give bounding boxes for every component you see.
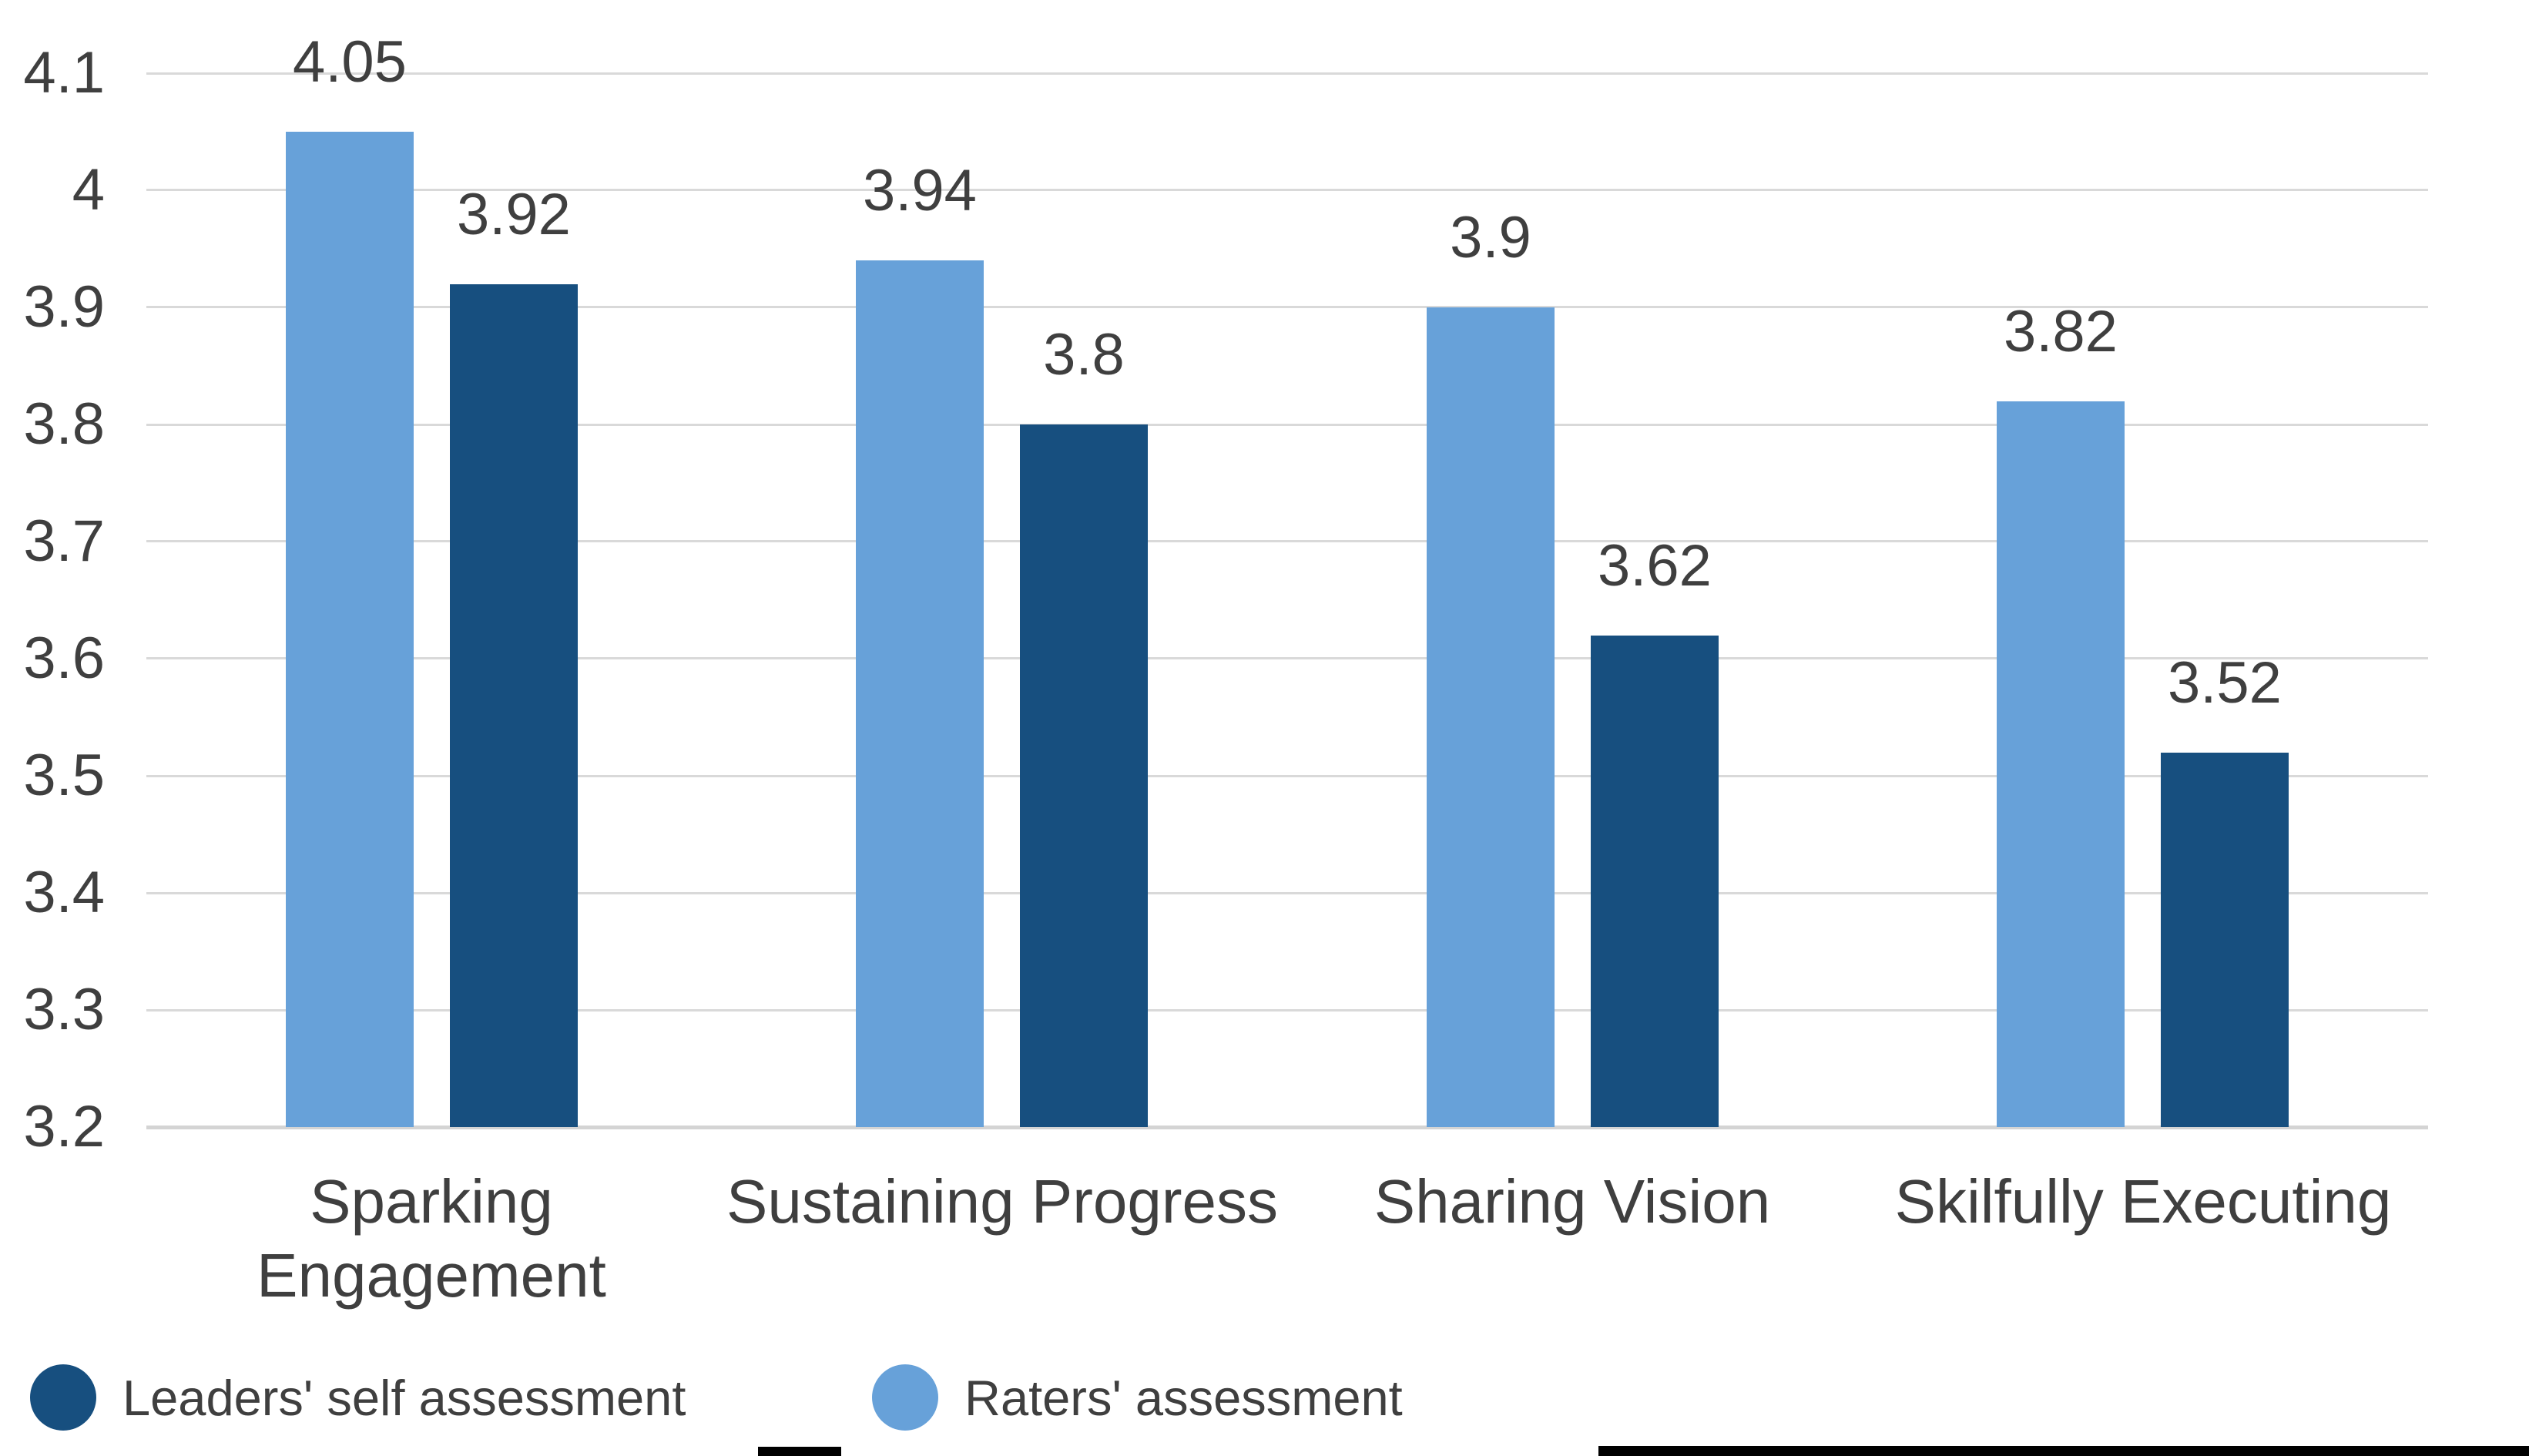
y-tick-label: 3.8 [23, 391, 105, 457]
bar-leaders-self-assessment [450, 284, 578, 1127]
bar-value-label: 3.92 [457, 182, 571, 247]
bar-value-label: 3.52 [2168, 650, 2282, 716]
bar-value-label: 4.05 [293, 29, 407, 95]
category-label: Skilfully Executing [1894, 1167, 2392, 1236]
gridline [146, 424, 2428, 426]
bar-raters-assessment [1427, 307, 1555, 1127]
gridline [146, 72, 2428, 75]
bar-raters-assessment [286, 132, 414, 1127]
legend-swatch-circle [30, 1364, 96, 1431]
category-label: Sustaining Progress [726, 1167, 1278, 1236]
bar-value-label: 3.94 [863, 158, 977, 223]
legend-item: Leaders' self assessment [30, 1360, 686, 1434]
bar-value-label: 3.82 [2004, 299, 2118, 364]
bar-leaders-self-assessment [2161, 753, 2289, 1127]
legend-label: Leaders' self assessment [122, 1369, 686, 1426]
y-tick-label: 3.6 [23, 626, 105, 691]
y-tick-label: 3.7 [23, 508, 105, 574]
x-axis-line [146, 1126, 2428, 1129]
bar-raters-assessment [1997, 401, 2125, 1127]
y-tick-label: 3.2 [23, 1094, 105, 1159]
bar-value-label: 3.62 [1598, 533, 1712, 599]
bar-value-label: 3.8 [1043, 322, 1125, 387]
legend-item: Raters' assessment [872, 1360, 1403, 1434]
y-tick-label: 4.1 [23, 40, 105, 106]
gridline [146, 189, 2428, 191]
gridline [146, 775, 2428, 777]
y-tick-label: 3.3 [23, 977, 105, 1042]
bar-leaders-self-assessment [1020, 424, 1148, 1127]
bar-raters-assessment [856, 260, 984, 1127]
bar-value-label: 3.9 [1450, 205, 1531, 270]
y-tick-label: 3.4 [23, 860, 105, 925]
cropped-black-bar-small [758, 1447, 841, 1456]
legend-swatch-circle [872, 1364, 938, 1431]
legend-label: Raters' assessment [964, 1369, 1403, 1426]
gridline [146, 892, 2428, 894]
y-tick-label: 3.5 [23, 743, 105, 808]
gridline [146, 540, 2428, 542]
gridline [146, 306, 2428, 308]
bar-leaders-self-assessment [1591, 636, 1719, 1127]
y-tick-label: 3.9 [23, 274, 105, 340]
category-label: Sparking Engagement [257, 1167, 606, 1310]
cropped-black-bar-large [1598, 1446, 2529, 1456]
gridline [146, 1009, 2428, 1011]
y-tick-label: 4 [72, 157, 105, 223]
category-label: Sharing Vision [1374, 1167, 1771, 1236]
gridline [146, 657, 2428, 659]
